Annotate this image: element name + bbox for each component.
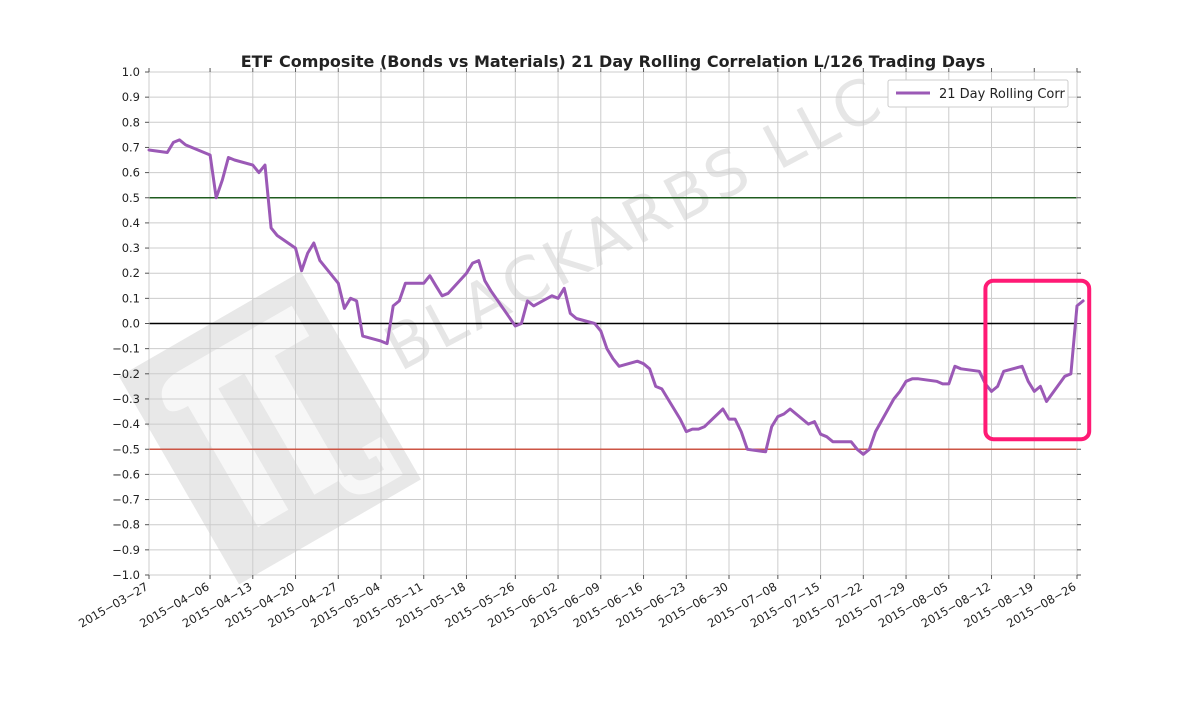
- series-layer: [147, 138, 1085, 456]
- legend-label: 21 Day Rolling Corr: [939, 87, 1065, 102]
- y-tick-label: 0.5: [122, 191, 140, 205]
- chart-title: ETF Composite (Bonds vs Materials) 21 Da…: [241, 52, 986, 71]
- y-tick-label: 0.1: [122, 291, 140, 305]
- y-tick-label: −0.3: [112, 392, 140, 406]
- reference-lines: [149, 197, 1077, 450]
- x-tick-label: 2015−04−06: [137, 579, 211, 630]
- y-tick-label: 1.0: [122, 65, 140, 79]
- y-tick-label: 0.3: [122, 241, 140, 255]
- y-tick-label: 0.7: [122, 140, 140, 154]
- y-tick-label: 0.2: [122, 266, 140, 280]
- legend-box: [887, 79, 1069, 108]
- series-line: [147, 138, 1085, 456]
- y-tick-label: 0.4: [122, 216, 140, 230]
- legend: 21 Day Rolling Corr: [887, 79, 1069, 108]
- y-tick-label: −0.1: [112, 342, 140, 356]
- y-tick-label: −0.8: [112, 518, 140, 532]
- y-tick-label: 0.9: [122, 90, 140, 104]
- y-axis: −1.0 −0.9 −0.8 −0.7 −0.6 −0.5 −0.4 −0.3 −0.2 −0.1…: [112, 65, 1081, 582]
- y-tick-label: −1.0: [112, 568, 140, 582]
- pi-logo-icon: [119, 271, 421, 585]
- y-tick-label: 0.0: [122, 317, 140, 331]
- y-tick-label: −0.7: [112, 493, 140, 507]
- y-tick-label: −0.2: [112, 367, 140, 381]
- y-tick-label: −0.9: [112, 543, 140, 557]
- y-tick-label: 0.8: [122, 115, 140, 129]
- y-tick-label: −0.4: [112, 417, 140, 431]
- y-tick-label: −0.6: [112, 467, 140, 481]
- y-tick-label: −0.5: [112, 442, 140, 456]
- y-tick-label: 0.6: [122, 166, 140, 180]
- highlight-box: [983, 278, 1092, 442]
